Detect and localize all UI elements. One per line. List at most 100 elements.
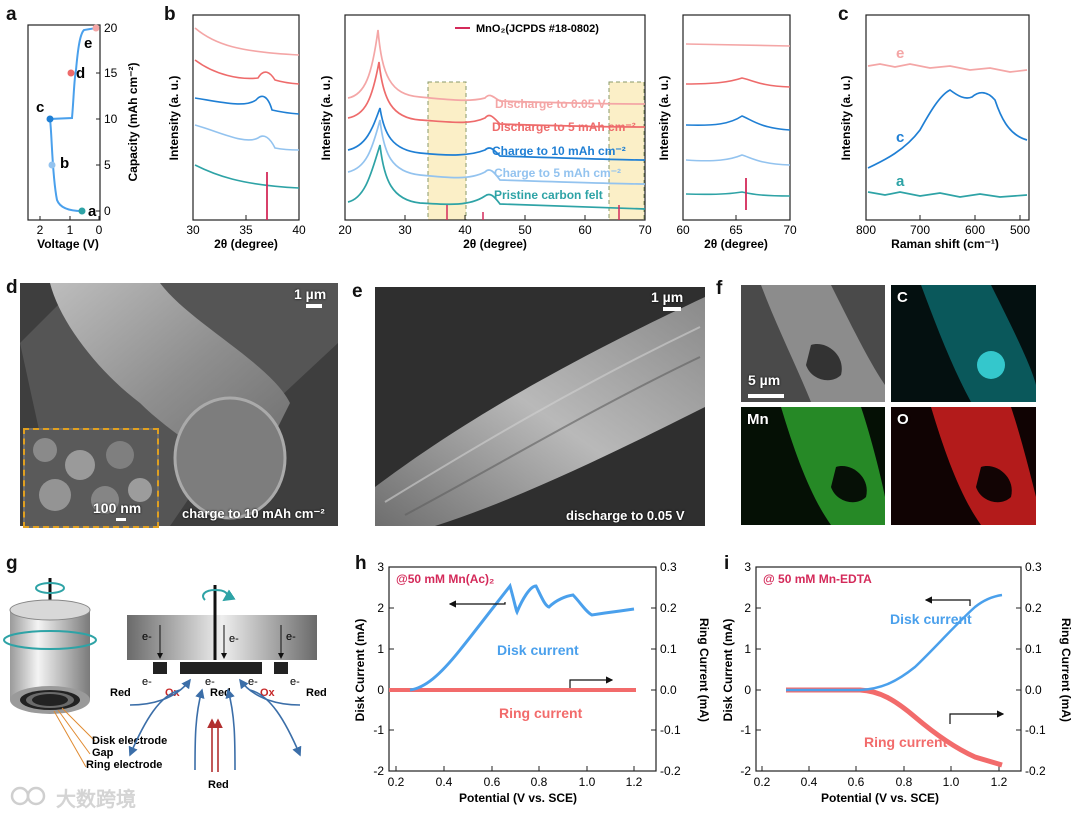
h-ytick-l-2: 0 [377, 683, 384, 697]
b-right-xlabel: 2θ (degree) [704, 237, 768, 251]
h-xtick-4: 1.0 [579, 775, 596, 789]
f-map-o-label: O [897, 411, 909, 428]
g-electron-1: e- [142, 631, 152, 643]
i-ylabel-left: Disk Current (mA) [721, 619, 735, 722]
c-xtick-1: 700 [910, 223, 930, 237]
a-label-c: c [36, 99, 44, 116]
i-xtick-0: 0.2 [754, 775, 771, 789]
e-scale-bar [663, 307, 681, 311]
panel-c-chart: 800 700 600 500 Raman shift (cm⁻¹) Inten… [839, 14, 1030, 251]
a-point-b [48, 161, 56, 169]
i-xtick-3: 0.8 [896, 775, 913, 789]
g-label-disk: Disk electrode [92, 735, 167, 747]
b-mid-curve-e [347, 29, 646, 105]
c-xtick-3: 500 [1010, 223, 1030, 237]
e-fiber-drawing [375, 287, 705, 526]
panel-label-b: b [164, 4, 176, 25]
b-mid-xtick-4: 60 [578, 223, 592, 237]
a-ytick-2: 10 [104, 112, 118, 126]
h-ylabel-left: Disk Current (mA) [353, 619, 367, 722]
b-right-curve-a [685, 191, 791, 197]
f-map-c-label: C [897, 289, 908, 306]
d-inset-scale-bar [116, 518, 126, 521]
i-ytick-r-5: 0.3 [1025, 560, 1042, 574]
h-ytick-r-4: 0.2 [660, 601, 677, 615]
c-label-e: e [896, 45, 904, 62]
h-ytick-r-1: -0.1 [660, 723, 681, 737]
c-curve-c [867, 89, 1028, 169]
h-ytick-l-5: 3 [377, 560, 384, 574]
d-scale-bar [306, 304, 322, 308]
watermark-text: 大数跨境 [56, 789, 136, 811]
a-label-b: b [60, 155, 69, 172]
b-right-curve-b [685, 154, 791, 166]
h-ytick-l-1: -1 [373, 723, 384, 737]
b-mid-xtick-2: 40 [458, 223, 472, 237]
h-ytick-l-3: 1 [377, 642, 384, 656]
panel-f-map-mn [741, 407, 885, 525]
i-title: @ 50 mM Mn-EDTA [763, 572, 872, 586]
b-mid-curve-c [347, 107, 646, 161]
b-mid-xtick-0: 20 [338, 223, 352, 237]
panel-f-sem [741, 285, 885, 402]
d-caption: charge to 10 mAh cm⁻² [182, 506, 325, 521]
panel-label-f: f [716, 278, 723, 299]
h-disk-arrow [448, 600, 506, 608]
a-xtick-2: 0 [96, 223, 103, 237]
d-scale-label: 1 µm [294, 286, 327, 302]
b-right-curve-e [685, 43, 791, 47]
b-left-curve-c [194, 95, 300, 115]
c-label-a: a [896, 173, 905, 190]
panel-label-a: a [6, 4, 17, 25]
b-left-curve-e [194, 27, 300, 56]
g-electron-7: e- [290, 676, 300, 688]
c-xtick-0: 800 [856, 223, 876, 237]
g-electron-2: e- [229, 633, 239, 645]
f-map-o-drawing [891, 407, 1036, 525]
h-title: @50 mM Mn(Ac)₂ [396, 572, 494, 586]
i-ytick-l-2: 0 [744, 683, 751, 697]
panel-f-map-c [891, 285, 1036, 402]
b-legend-text: MnO₂(JCPDS #18-0802) [476, 23, 599, 35]
b-right-xtick-2: 70 [783, 223, 797, 237]
h-disk-label: Disk current [497, 642, 579, 658]
b-mid-curve-d [347, 61, 646, 128]
a-ytick-4: 20 [104, 21, 118, 35]
f-scale-label: 5 µm [748, 372, 781, 388]
e-caption: discharge to 0.05 V [566, 508, 685, 523]
watermark-logo-icon [10, 786, 46, 806]
g-label-ring: Ring electrode [86, 759, 162, 771]
h-disk-curve [409, 582, 635, 692]
panel-d-inset [23, 428, 159, 528]
c-curve-a [867, 191, 1028, 198]
h-ytick-r-5: 0.3 [660, 560, 677, 574]
c-curve-e [867, 63, 1028, 73]
c-xlabel: Raman shift (cm⁻¹) [891, 237, 999, 251]
panel-label-c: c [838, 4, 849, 25]
a-point-a [78, 207, 86, 215]
f-map-c-drawing [891, 285, 1036, 402]
c-xtick-2: 600 [965, 223, 985, 237]
d-fiber-drawing [20, 283, 338, 526]
panel-label-g: g [6, 553, 18, 574]
h-xtick-5: 1.2 [626, 775, 643, 789]
b-label-e: Discharge to 0.05 V [495, 97, 606, 111]
a-label-a: a [88, 203, 97, 220]
g-electron-6: e- [248, 676, 258, 688]
i-disk-label: Disk current [890, 611, 972, 627]
b-left-curve-d [194, 59, 300, 85]
b-right-ylabel: Intensity (a. u.) [657, 76, 671, 161]
b-right-curve-d [685, 77, 791, 88]
g-red-3: Red [306, 687, 327, 699]
b-left-xtick-1: 35 [239, 223, 253, 237]
panel-label-e: e [352, 281, 363, 302]
f-map-mn-label: Mn [747, 411, 769, 428]
h-ytick-r-0: -0.2 [660, 764, 681, 778]
a-ytick-0: 0 [104, 204, 111, 218]
i-ytick-l-5: 3 [744, 560, 751, 574]
b-left-xtick-0: 30 [186, 223, 200, 237]
panel-a-chart: 2 1 0 0 5 10 15 20 Voltage (V) Capacity … [27, 21, 140, 251]
b-mid-xlabel: 2θ (degree) [463, 237, 527, 251]
g-label-gap: Gap [92, 747, 114, 759]
b-left-xlabel: 2θ (degree) [214, 237, 278, 251]
